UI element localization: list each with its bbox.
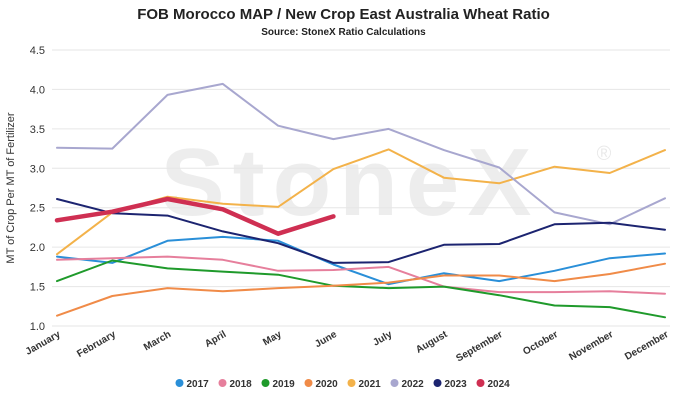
y-axis-label: MT of Crop Per MT of Fertilizer	[5, 112, 17, 264]
legend-item-2020[interactable]: 2020	[316, 379, 339, 390]
chart-title: FOB Morocco MAP / New Crop East Australi…	[137, 6, 550, 23]
y-tick-label: 4.5	[30, 45, 45, 57]
x-tick-label: April	[203, 329, 228, 350]
series-line-2018	[56, 255, 666, 295]
legend-marker-2019	[261, 379, 270, 387]
legend-marker-2024	[476, 379, 485, 387]
x-tick-label: January	[24, 329, 63, 358]
series-line-2019	[56, 259, 666, 319]
x-tick-label: August	[414, 329, 450, 356]
y-tick-label: 1.5	[30, 282, 45, 294]
watermark-registered-mark: ®	[597, 143, 612, 165]
legend-marker-2022	[390, 379, 399, 387]
legend-item-2024[interactable]: 2024	[488, 379, 511, 390]
y-tick-label: 2.0	[30, 242, 45, 254]
x-tick-label: March	[142, 329, 173, 353]
legend-item-2022[interactable]: 2022	[402, 379, 425, 390]
y-tick-label: 4.0	[30, 84, 45, 96]
series-line-2022	[56, 82, 666, 226]
series-line-2017	[56, 235, 666, 286]
series-line-2023	[56, 198, 666, 264]
legend-marker-2020	[304, 379, 313, 387]
chart-subtitle: Source: StoneX Ratio Calculations	[261, 27, 426, 38]
series-line-2024	[54, 196, 336, 236]
x-tick-label: June	[313, 329, 339, 350]
legend-marker-2023	[433, 379, 442, 387]
legend-item-2023[interactable]: 2023	[445, 379, 468, 390]
legend-item-2019[interactable]: 2019	[273, 379, 296, 390]
series-line-2020	[56, 262, 666, 317]
legend-marker-2017	[175, 379, 184, 387]
x-tick-label: May	[261, 329, 284, 348]
y-tick-label: 3.5	[30, 124, 45, 136]
x-tick-label: November	[567, 329, 615, 363]
legend-item-2021[interactable]: 2021	[359, 379, 382, 390]
watermark-text: StoneX	[161, 129, 540, 236]
y-tick-label: 1.0	[30, 321, 45, 333]
legend-item-2017[interactable]: 2017	[187, 379, 210, 390]
y-tick-label: 2.5	[30, 203, 45, 215]
x-tick-label: February	[75, 329, 118, 360]
y-tick-label: 3.0	[30, 163, 45, 175]
x-tick-label: July	[371, 329, 394, 349]
legend-marker-2018	[218, 379, 227, 387]
x-tick-label: September	[454, 329, 504, 364]
x-tick-label: December	[623, 329, 670, 363]
x-tick-label: October	[521, 329, 560, 358]
legend-item-2018[interactable]: 2018	[230, 379, 253, 390]
legend-marker-2021	[347, 379, 356, 387]
